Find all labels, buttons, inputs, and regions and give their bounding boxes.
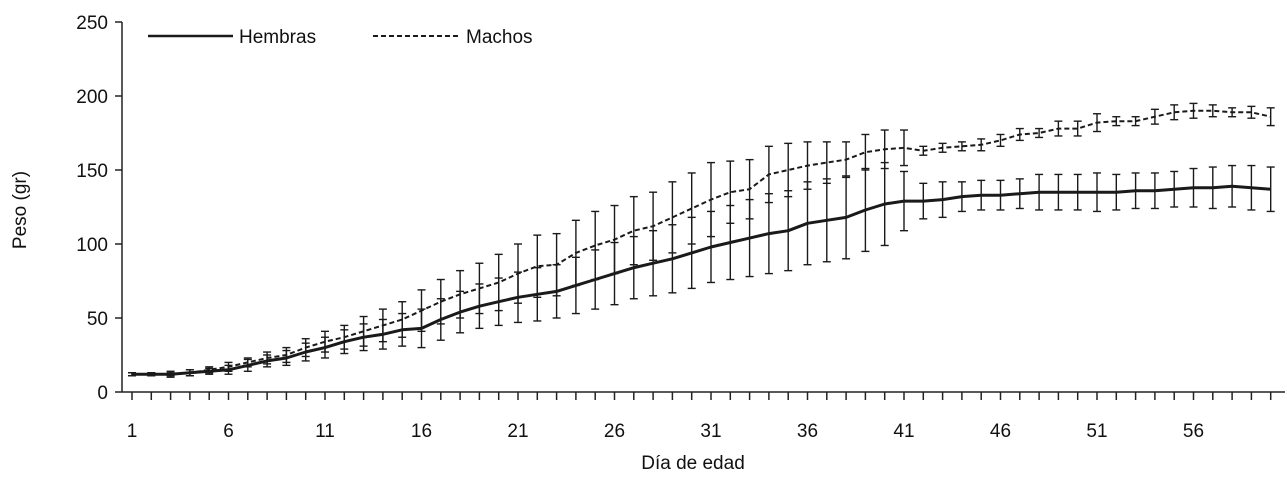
series-line-machos [132, 109, 1271, 376]
y-tick-label: 50 [87, 309, 108, 330]
x-tick-label: 46 [990, 421, 1011, 442]
axes [121, 22, 1285, 393]
x-tick-label: 31 [700, 421, 721, 442]
series-layer [128, 102, 1275, 378]
y-tick-label: 0 [97, 383, 108, 404]
series-line-hembras [132, 184, 1271, 376]
legend-label-machos: Machos [466, 27, 533, 48]
series-hembras [128, 161, 1275, 377]
x-tick-label: 16 [411, 421, 432, 442]
y-tick-label: 100 [76, 235, 108, 256]
legend: Hembras Machos [148, 27, 533, 48]
series-machos [128, 102, 1275, 378]
x-tick-label: 21 [507, 421, 528, 442]
y-tick-label: 150 [76, 161, 108, 182]
y-axis-title: Peso (gr) [10, 171, 31, 249]
x-tick-label: 1 [127, 421, 138, 442]
x-axis-title: Día de edad [641, 453, 745, 474]
y-tick-label: 250 [76, 13, 108, 34]
x-tick-label: 36 [797, 421, 818, 442]
x-tick-label: 51 [1086, 421, 1107, 442]
x-tick-label: 56 [1183, 421, 1204, 442]
x-tick-label: 11 [315, 421, 335, 442]
x-tick-label: 6 [223, 421, 234, 442]
x-tick-label: 41 [893, 421, 914, 442]
legend-label-hembras: Hembras [239, 27, 316, 48]
y-tick-label: 200 [76, 87, 108, 108]
x-tick-label: 26 [604, 421, 625, 442]
